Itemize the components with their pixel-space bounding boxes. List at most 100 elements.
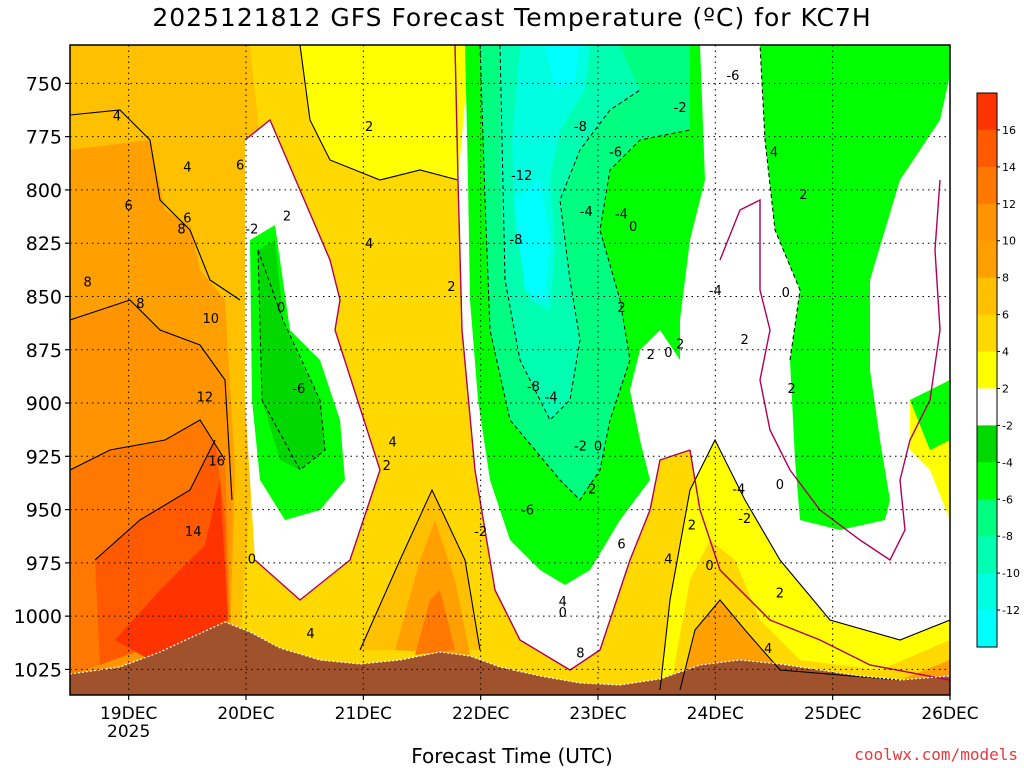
contour-label: 0 xyxy=(594,440,602,455)
contour-label: 2 xyxy=(383,459,391,474)
negative-contours xyxy=(257,45,801,501)
contour-label: 4 xyxy=(389,435,397,450)
temperature-field xyxy=(70,45,950,695)
x-year-label: 2025 xyxy=(107,722,150,742)
contour-label: -8 xyxy=(509,233,522,248)
contour-label: 2 xyxy=(688,519,696,534)
terrain xyxy=(70,622,950,695)
contour-label: -4 xyxy=(615,207,628,222)
contour-neg-d xyxy=(759,45,801,361)
y-tick-label: 875 xyxy=(26,340,62,362)
contour-label: 14 xyxy=(185,525,202,540)
contour-label: -6 xyxy=(726,69,739,84)
y-tick-label: 850 xyxy=(26,286,62,308)
contour-label: 4 xyxy=(764,642,772,657)
contour-label: 2 xyxy=(588,482,596,497)
colorbar-label: 4 xyxy=(1002,346,1009,359)
x-tick-label: 21DEC xyxy=(335,704,392,724)
contour-label: -12 xyxy=(511,169,532,184)
contour-zero-c xyxy=(689,449,950,681)
colorbar-label: 12 xyxy=(1002,198,1016,211)
y-tick-label: 800 xyxy=(26,180,62,202)
y-tick-label: 775 xyxy=(26,127,62,149)
contour-label: 6 xyxy=(236,158,244,173)
contour-label: 0 xyxy=(277,301,285,316)
contour-label: -4 xyxy=(732,482,745,497)
contour-isotherm-a xyxy=(70,109,241,301)
contour-label: 0 xyxy=(248,553,256,568)
contour-label: -2 xyxy=(474,525,487,540)
contour-label: 2 xyxy=(676,337,684,352)
colorbar-label: 14 xyxy=(1002,161,1016,174)
contour-label: 4 xyxy=(113,109,121,124)
contour-label: -8 xyxy=(527,380,540,395)
contour-label: -6 xyxy=(521,504,534,519)
colorbar-label: 6 xyxy=(1002,309,1009,322)
colorbar-swatch xyxy=(977,351,997,389)
contour-lines xyxy=(70,45,950,691)
contour-label: 8 xyxy=(136,297,144,312)
x-tick-label: 20DEC xyxy=(217,704,274,724)
y-tick-label: 950 xyxy=(26,500,62,522)
contour-label: 2 xyxy=(799,188,807,203)
colorbar-swatch xyxy=(977,536,997,574)
colorbar: 16 14 12 10 8 6 4 2 -2 -4 -6 -8 -10 -12 xyxy=(976,92,1020,648)
contour-label: -4 xyxy=(709,284,722,299)
colorbar-label: -4 xyxy=(1002,456,1013,469)
freezing-contours xyxy=(244,45,950,681)
contour-neg-b xyxy=(499,45,641,421)
y-tick-label: 925 xyxy=(26,446,62,468)
contour-label: 4 xyxy=(306,627,314,642)
y-tick-label: 750 xyxy=(26,73,62,95)
contour-label: 2 xyxy=(647,348,655,363)
colorbar-swatch xyxy=(977,388,997,426)
y-axis: 750 775 800 825 850 875 900 925 950 975 1000 1025 xyxy=(14,73,70,681)
colorbar-label: -12 xyxy=(1002,604,1020,617)
colorbar-label: 16 xyxy=(1002,124,1016,137)
contour-isotherm-e xyxy=(359,488,481,651)
contour-label: -6 xyxy=(292,382,305,397)
colorbar-swatch xyxy=(977,425,997,463)
contour-label: 2 xyxy=(776,587,784,602)
colorbar-frame xyxy=(976,92,998,648)
contour-label: -6 xyxy=(609,146,622,161)
contour-label: 6 xyxy=(183,212,191,227)
colorbar-swatch xyxy=(977,499,997,537)
x-tick-label: 24DEC xyxy=(687,704,744,724)
contour-label: 8 xyxy=(576,646,584,661)
colorbar-swatch xyxy=(977,93,997,131)
y-tick-label: 825 xyxy=(26,233,62,255)
x-axis-label: Forecast Time (UTC) xyxy=(411,744,613,768)
colorbar-swatch xyxy=(977,277,997,316)
contour-label: 2 xyxy=(741,333,749,348)
contour-isotherm-d xyxy=(94,439,216,561)
contour-label: 2 xyxy=(283,209,291,224)
colorbar-label: -2 xyxy=(1002,419,1013,432)
cold-band-12 xyxy=(515,45,580,300)
colorbar-label: 2 xyxy=(1002,382,1009,395)
contour-label: -4 xyxy=(545,391,558,406)
y-tick-label: 1025 xyxy=(14,659,62,681)
colorbar-swatch xyxy=(977,129,997,168)
contour-zero-a xyxy=(454,45,691,671)
colorbar-swatch xyxy=(977,573,997,611)
contour-label: 2 xyxy=(787,382,795,397)
contour-zero-b xyxy=(244,118,381,601)
colorbar-label: 10 xyxy=(1002,235,1016,248)
contour-label: 6 xyxy=(125,199,133,214)
contour-labels: 4688468101216146-220-60424422-12-8-8-4-8… xyxy=(83,69,807,662)
contour-label: 8 xyxy=(177,222,185,237)
contour-label: 4 xyxy=(664,553,672,568)
colorbar-label: 8 xyxy=(1002,272,1009,285)
colorbar-swatch xyxy=(977,314,997,353)
y-tick-label: 1000 xyxy=(14,606,62,628)
plot-frame xyxy=(69,44,951,696)
colorbar-label: -8 xyxy=(1002,530,1013,543)
contour-label: 0 xyxy=(629,220,637,235)
contour-label: 4 xyxy=(559,595,567,610)
x-tick-label: 23DEC xyxy=(569,704,626,724)
warm-bump-21-10 xyxy=(415,590,455,655)
contour-label: -2 xyxy=(738,512,751,527)
x-tick-label: 26DEC xyxy=(921,704,978,724)
contour-label: -4 xyxy=(580,205,593,220)
